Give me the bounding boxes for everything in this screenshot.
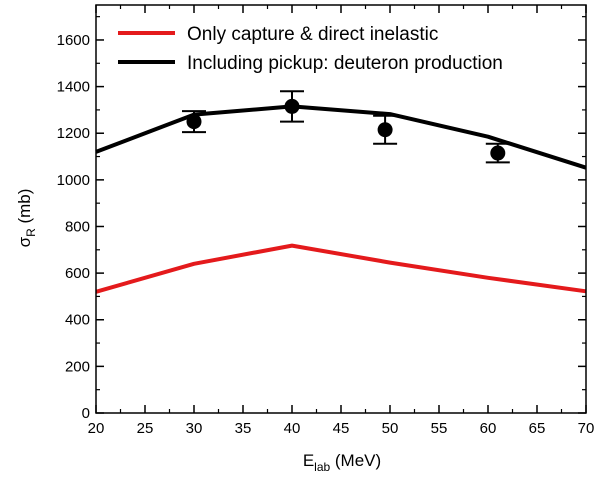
- data-point: [373, 114, 398, 145]
- x-tick-label: 30: [186, 420, 203, 437]
- y-tick-label: 400: [65, 312, 90, 329]
- data-point-marker: [284, 98, 300, 114]
- x-tick-label: 70: [578, 420, 595, 437]
- legend: Only capture & direct inelastic Includin…: [118, 24, 503, 74]
- x-tick-label: 60: [480, 420, 497, 437]
- data-point: [485, 142, 510, 164]
- x-tick-label: 35: [235, 420, 252, 437]
- x-tick-label: 20: [88, 420, 105, 437]
- experimental-points: [182, 90, 510, 164]
- x-tick-label: 40: [284, 420, 301, 437]
- data-point: [182, 110, 206, 134]
- data-point-marker: [377, 122, 393, 138]
- x-tick-label: 55: [431, 420, 448, 437]
- y-tick-label: 0: [82, 405, 90, 422]
- y-tick-label: 1400: [57, 79, 90, 96]
- x-tick-label: 65: [529, 420, 546, 437]
- x-tick-label: 50: [382, 420, 399, 437]
- y-tick-label: 800: [65, 218, 90, 235]
- y-tick-label: 200: [65, 358, 90, 375]
- data-point-marker: [186, 114, 202, 130]
- y-tick-label: 1200: [57, 125, 90, 142]
- series-line-pickup: [95, 104, 587, 170]
- data-point: [280, 90, 304, 123]
- legend-label-pickup: Including pickup: deuteron production: [187, 53, 503, 74]
- y-tick-label: 1600: [57, 32, 90, 49]
- data-point-marker: [490, 145, 506, 161]
- y-tick-label: 600: [65, 265, 90, 282]
- x-axis-title: Elab (MeV): [303, 451, 381, 474]
- y-axis-title: σR (mb): [15, 189, 38, 248]
- y-tick-label: 1000: [57, 172, 90, 189]
- x-tick-label: 45: [333, 420, 350, 437]
- series-layer: [95, 104, 587, 294]
- x-axis-ticks: 20 25 30 35 40 45 50 55 60 65 70: [88, 5, 595, 437]
- series-line-capture: [95, 243, 587, 294]
- x-tick-label: 25: [137, 420, 154, 437]
- legend-label-capture: Only capture & direct inelastic: [187, 24, 438, 45]
- y-axis-ticks: 0 200 400 600 800 1000 1200 1400 1600: [57, 16, 586, 422]
